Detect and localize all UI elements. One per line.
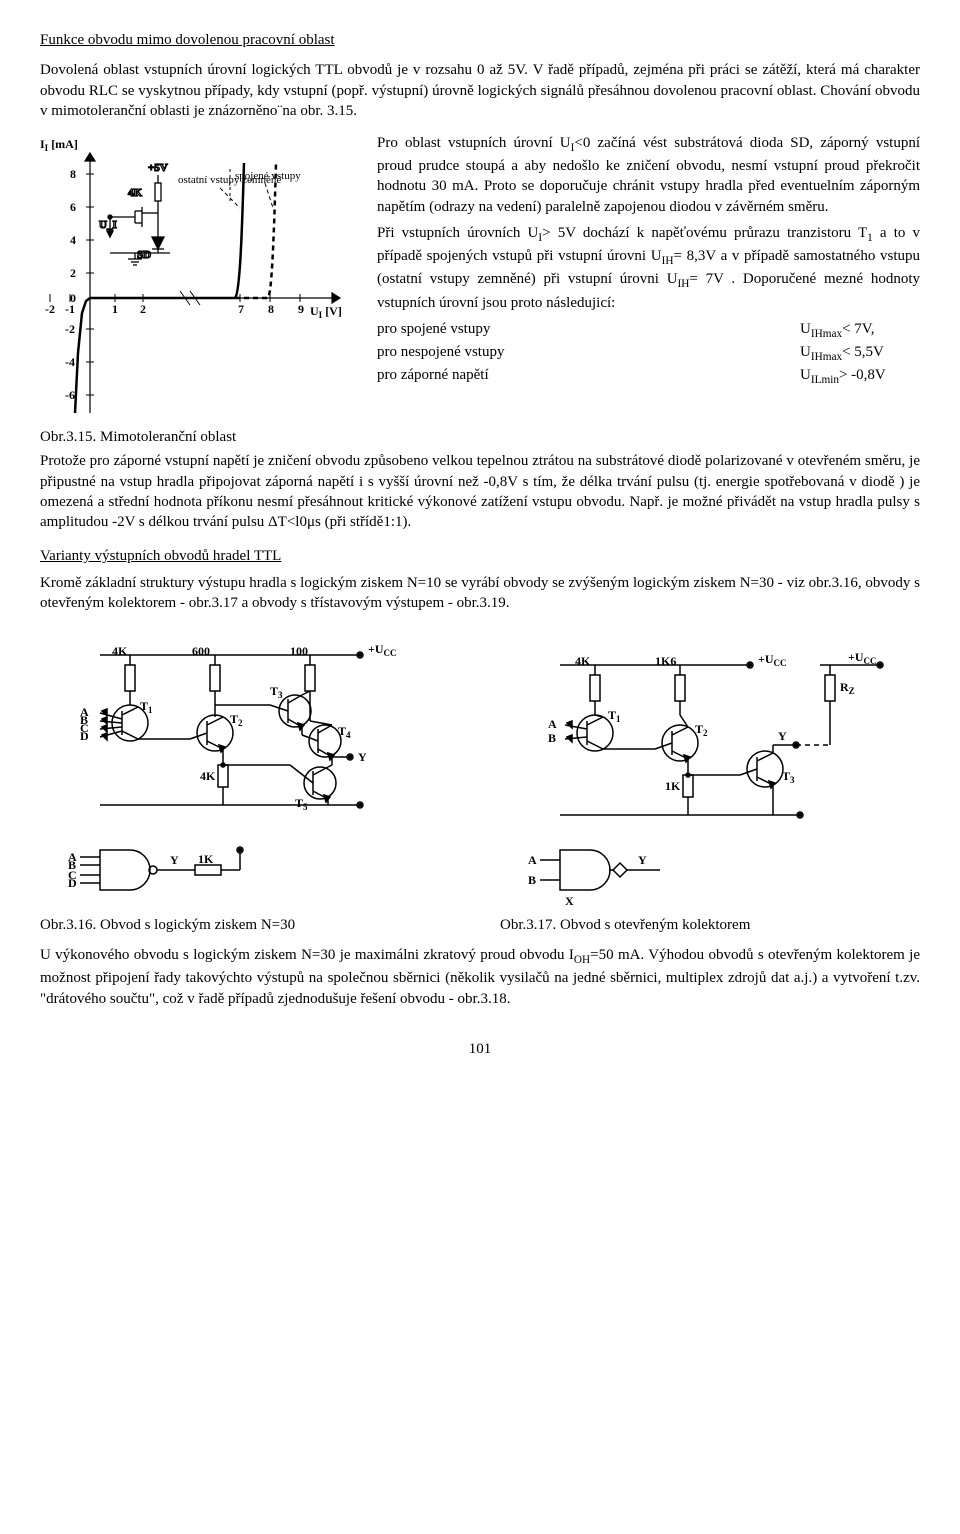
svg-text:4K: 4K [200, 769, 216, 783]
final-paragraph: U výkonového obvodu s logickým ziskem N=… [40, 945, 920, 1009]
fig-315-svg: 8 6 4 2 0 -2 -4 -6 -2 -1 1 2 [40, 133, 355, 423]
svg-text:-6: -6 [65, 388, 75, 402]
right-text-column: Pro oblast vstupních úrovní UI<0 začíná … [377, 133, 920, 388]
svg-text:B: B [548, 731, 556, 745]
svg-text:-1: -1 [65, 302, 75, 316]
svg-text:spojené vstupy: spojené vstupy [235, 170, 301, 182]
fig-317-svg: +UCC +UCC RZ 4K 1K6 A B T1 [500, 635, 920, 905]
svg-text:+5V: +5V [148, 162, 168, 174]
fig-316-caption: Obr.3.16. Obvod s logickým ziskem N=30 [40, 915, 460, 935]
svg-text:1K: 1K [665, 779, 681, 793]
svg-text:1K6: 1K6 [655, 654, 676, 668]
svg-text:D: D [80, 729, 89, 743]
row-label: pro záporné napětí [377, 365, 800, 388]
svg-text:-4: -4 [65, 355, 75, 369]
svg-text:1: 1 [112, 302, 118, 316]
svg-text:6: 6 [70, 200, 76, 214]
svg-text:-2: -2 [45, 302, 55, 316]
svg-text:600: 600 [192, 644, 210, 658]
section-title: Funkce obvodu mimo dovolenou pracovní ob… [40, 30, 920, 50]
svg-text:B: B [528, 873, 536, 887]
row-label: pro spojené vstupy [377, 319, 800, 342]
fig-317-caption: Obr.3.17. Obvod s otevřeným kolektorem [500, 915, 920, 935]
svg-text:A: A [528, 853, 537, 867]
svg-text:9: 9 [298, 302, 304, 316]
row-label: pro nespojené vstupy [377, 342, 800, 365]
table-row: pro záporné napětí UILmin> -0,8V [377, 365, 920, 388]
svg-text:7: 7 [238, 302, 244, 316]
svg-text:2: 2 [140, 302, 146, 316]
fig-315: 8 6 4 2 0 -2 -4 -6 -2 -1 1 2 [40, 133, 355, 447]
table-row: pro nespojené vstupy UIHmax< 5,5V [377, 342, 920, 365]
fig-317: +UCC +UCC RZ 4K 1K6 A B T1 [500, 635, 920, 935]
variants-title: Varianty výstupních obvodů hradel TTL [40, 546, 920, 566]
row-value: UIHmax< 5,5V [800, 342, 920, 365]
svg-text:Y: Y [778, 729, 787, 743]
svg-text:1K: 1K [198, 852, 214, 866]
svg-text:Y: Y [358, 750, 367, 764]
limits-table: pro spojené vstupy UIHmax< 7V, pro nespo… [377, 319, 920, 389]
intro-paragraph: Dovolená oblast vstupních úrovní logický… [40, 60, 920, 121]
svg-text:Y: Y [170, 853, 179, 867]
row-value: UIHmax< 7V, [800, 319, 920, 342]
svg-text:Y: Y [638, 853, 647, 867]
svg-text:X: X [565, 894, 574, 905]
svg-text:4K: 4K [112, 644, 128, 658]
after-fig-paragraph: Protože pro záporné vstupní napětí je zn… [40, 451, 920, 532]
right-para-2: Při vstupních úrovních UI> 5V dochází k … [377, 223, 920, 313]
svg-text:4: 4 [70, 233, 76, 247]
svg-text:100: 100 [290, 644, 308, 658]
svg-text:8: 8 [268, 302, 274, 316]
svg-text:4K: 4K [128, 187, 143, 199]
table-row: pro spojené vstupy UIHmax< 7V, [377, 319, 920, 342]
right-para-1: Pro oblast vstupních úrovní UI<0 začíná … [377, 133, 920, 217]
page-number: 101 [40, 1039, 920, 1059]
svg-text:-2: -2 [65, 322, 75, 336]
svg-text:2: 2 [70, 266, 76, 280]
variants-paragraph: Kromě základní struktury výstupu hradla … [40, 573, 920, 614]
fig-315-caption: Obr.3.15. Mimotoleranční oblast [40, 427, 355, 447]
row-value: UILmin> -0,8V [800, 365, 920, 388]
svg-text:D: D [68, 876, 77, 890]
fig-315-row: 8 6 4 2 0 -2 -4 -6 -2 -1 1 2 [40, 133, 920, 447]
svg-text:8: 8 [70, 167, 76, 181]
fig-316-svg: +UCC 4K 600 100 A B C D T1 [40, 635, 460, 905]
x-axis-label: UI [V] [310, 304, 342, 320]
two-circuit-figs: +UCC 4K 600 100 A B C D T1 [40, 635, 920, 935]
fig-316: +UCC 4K 600 100 A B C D T1 [40, 635, 460, 935]
svg-text:4K: 4K [575, 654, 591, 668]
svg-text:A: A [548, 717, 557, 731]
svg-text:U_I: U_I [99, 219, 117, 231]
